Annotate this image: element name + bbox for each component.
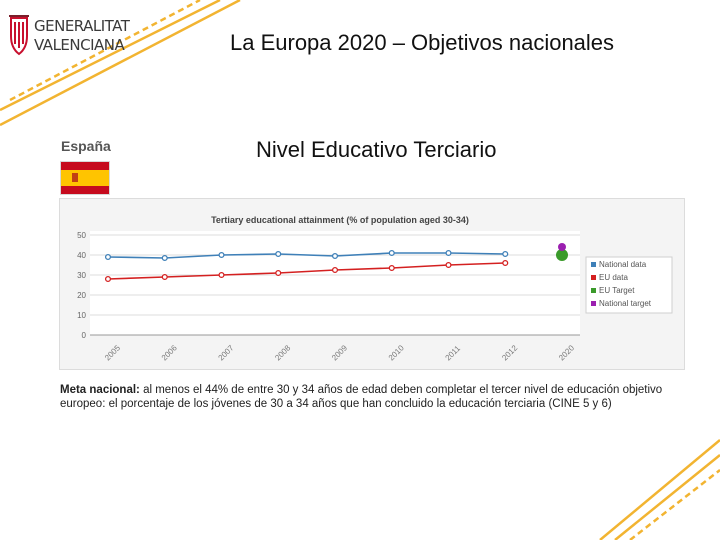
- data-point: [331, 252, 339, 260]
- legend-swatch: [591, 275, 596, 280]
- y-tick-label: 10: [77, 311, 86, 320]
- x-tick-label: 2006: [160, 343, 179, 362]
- data-point: [502, 250, 509, 258]
- deco-line: [0, 0, 241, 127]
- x-tick-label: 2005: [103, 343, 122, 362]
- y-tick-label: 20: [77, 291, 86, 300]
- x-tick-label: 2020: [557, 343, 576, 362]
- legend-swatch: [591, 288, 596, 293]
- page-title: La Europa 2020 – Objetivos nacionales: [230, 30, 615, 55]
- x-tick-label: 2008: [273, 343, 292, 362]
- chart-legend: National data EU data EU Target National ta…: [585, 256, 673, 314]
- data-point: [388, 249, 395, 257]
- y-tick-label: 50: [77, 231, 86, 240]
- data-point: [161, 254, 168, 262]
- note-label: Meta nacional:: [60, 384, 140, 396]
- deco-line: [0, 0, 221, 112]
- deco-line: [614, 454, 720, 540]
- series-line: [107, 262, 506, 280]
- data-point: [161, 273, 168, 281]
- x-tick-label: 2009: [330, 343, 349, 362]
- spain-flag-icon: [61, 162, 109, 194]
- data-point: [445, 249, 452, 257]
- logo-text-line1: GENERALITAT: [34, 17, 130, 35]
- legend-entry: EU data: [599, 273, 628, 282]
- data-point: [275, 250, 282, 258]
- data-point: [275, 269, 282, 277]
- series-line: [107, 252, 506, 259]
- deco-line: [629, 469, 720, 540]
- data-point: [218, 271, 225, 279]
- target-point: [558, 243, 566, 251]
- y-tick-label: 0: [82, 331, 87, 340]
- x-tick-label: 2010: [387, 343, 406, 362]
- line-chart: Tertiary educational attainment (% of po…: [77, 215, 673, 362]
- legend-entry: EU Target: [599, 286, 635, 295]
- data-point: [388, 264, 395, 272]
- legend-box: [585, 256, 673, 314]
- data-point: [104, 275, 112, 283]
- generalitat-logo: GENERALITAT VALENCIANA: [8, 12, 138, 62]
- x-tick-label: 2011: [444, 343, 463, 362]
- y-tick-label: 40: [77, 251, 86, 260]
- data-point: [331, 266, 339, 274]
- legend-swatch: [591, 301, 596, 306]
- note-text: al menos el 44% de entre 30 y 34 años de…: [60, 384, 663, 410]
- plot-area: [90, 231, 580, 335]
- data-point: [104, 253, 112, 261]
- y-tick-label: 30: [77, 271, 86, 280]
- legend-entry: National target: [599, 299, 652, 308]
- coat-of-arms-icon: [9, 15, 29, 56]
- chart-section-title: Nivel Educativo Terciario: [256, 137, 497, 162]
- legend-swatch: [591, 262, 596, 267]
- chart-title: Tertiary educational attainment (% of po…: [211, 215, 469, 225]
- x-tick-label: 2007: [217, 343, 236, 362]
- national-goal-note: Meta nacional: al menos el 44% de entre …: [60, 383, 688, 411]
- country-label: España: [61, 138, 111, 154]
- legend-entry: National data: [599, 260, 647, 269]
- data-point: [218, 251, 225, 259]
- target-point: [556, 249, 568, 261]
- data-point: [445, 261, 452, 269]
- chart-panel: Tertiary educational attainment (% of po…: [59, 198, 685, 370]
- logo-text-line2: VALENCIANA: [34, 36, 125, 54]
- deco-line: [599, 439, 720, 540]
- x-tick-label: 2012: [500, 343, 519, 362]
- deco-line: [9, 0, 201, 102]
- data-point: [502, 259, 509, 267]
